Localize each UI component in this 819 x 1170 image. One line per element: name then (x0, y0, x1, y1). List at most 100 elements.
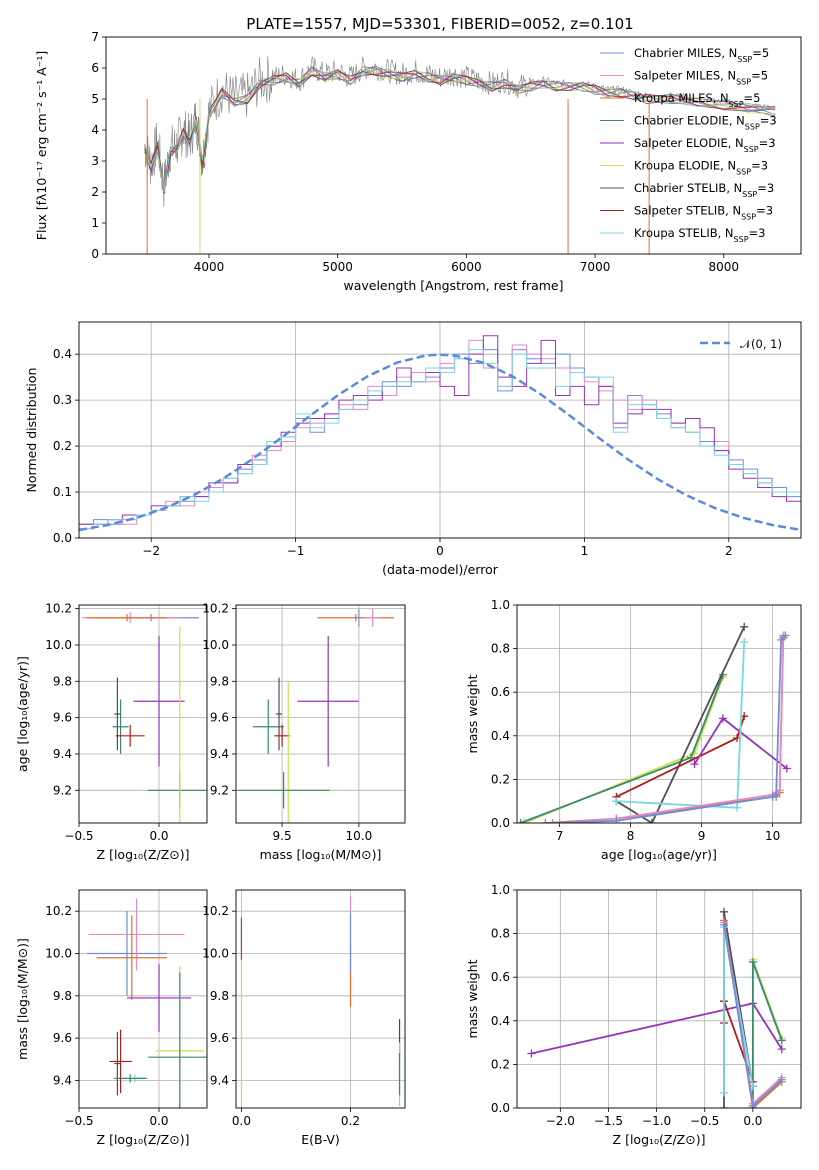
histogram-series (79, 349, 801, 538)
legend-subscript: SSP (729, 100, 744, 109)
weight-line (616, 715, 746, 798)
x-tick-label: 9 (698, 829, 706, 843)
axes-frame (105, 36, 802, 255)
y-tick-label: 0.2 (53, 439, 72, 453)
axes-frame (516, 889, 802, 1109)
y-tick-label: 10.0 (202, 946, 229, 960)
y-tick-label: 9.8 (53, 989, 72, 1003)
y-tick-label: 6 (91, 61, 99, 75)
point-marker (612, 816, 621, 823)
panel-mass-weight-vs-Z: −2.0 −1.5 −1.0 −0.5 0.0 0.0 0.2 0.4 0.6 0.8 1.0 Z [… (465, 883, 802, 1147)
y-tick-label: 0.8 (491, 642, 510, 656)
x-tick-label: 4000 (194, 260, 225, 274)
x-axis-label: age [log₁₀(age/yr)] (601, 847, 717, 862)
point-marker (517, 819, 525, 823)
legend-label: Salpeter STELIB, NSSP=3 (634, 204, 773, 222)
x-tick-label: −0.5 (64, 829, 93, 843)
legend-subscript: SSP (736, 167, 751, 176)
figure-title: PLATE=1557, MJD=53301, FIBERID=0052, z=0… (246, 15, 633, 33)
point-marker (777, 1045, 786, 1054)
legend-suffix: =3 (760, 114, 777, 128)
panel-mass-vs-EBV: 0.0 0.2 9.4 9.6 9.8 10.0 10.2 E(B-V) (202, 889, 406, 1147)
legend-subscript: SSP (734, 235, 749, 244)
y-tick-label: 0.2 (491, 772, 510, 786)
y-tick-label: 9.4 (53, 747, 72, 761)
legend-label: Chabrier ELODIE, NSSP=3 (634, 114, 777, 132)
plot-area (237, 608, 395, 823)
x-tick-label: 0.0 (149, 829, 168, 843)
y-tick-label: 0.6 (491, 685, 510, 699)
legend-subscript: SSP (742, 190, 757, 199)
x-tick-label: 7 (556, 829, 564, 843)
x-tick-label: −1.0 (642, 1114, 671, 1128)
y-tick-label: 1.0 (491, 598, 510, 612)
point-marker (748, 957, 757, 966)
y-tick-label: 4 (91, 123, 99, 137)
plot-area (79, 335, 801, 538)
x-tick-label: −2.0 (546, 1114, 575, 1128)
x-tick-label: −2 (142, 544, 160, 558)
axes-frame (78, 889, 208, 1109)
y-axis-label: mass weight (465, 674, 480, 753)
x-tick-label: −0.5 (64, 1114, 93, 1128)
panel-spectrum: 4000 5000 6000 7000 8000 0 1 2 3 4 5 6 7 wavelength [… (34, 30, 802, 293)
point-marker (777, 635, 786, 644)
x-tick-label: 10.0 (346, 829, 373, 843)
x-tick-label: 9.5 (273, 829, 292, 843)
y-tick-label: 7 (91, 30, 99, 44)
x-tick-label: 6000 (451, 260, 482, 274)
x-tick-label: −0.5 (690, 1114, 719, 1128)
x-tick-label: 8000 (709, 260, 740, 274)
y-tick-label: 2 (91, 185, 99, 199)
axes-frame (78, 604, 208, 824)
x-tick-label: 0.0 (232, 1114, 251, 1128)
model-spectrum-line (144, 69, 776, 192)
legend-suffix: =5 (744, 91, 761, 105)
point-marker (690, 760, 699, 769)
panel-age-vs-Z: −0.5 0.0 9.2 9.4 9.6 9.8 10.0 10.2 Z [log₁₀(Z/Z⊙… (15, 602, 208, 862)
y-tick-label: 1 (91, 216, 99, 230)
point-marker (782, 764, 791, 773)
weight-line (552, 634, 787, 823)
legend-label: Salpeter MILES, NSSP=5 (634, 69, 768, 87)
y-tick-label: 0.2 (491, 1057, 510, 1071)
legend-label: Salpeter ELODIE, NSSP=3 (634, 136, 776, 154)
point-marker (781, 631, 790, 640)
plot-area (240, 896, 401, 1108)
y-tick-label: 1.0 (491, 883, 510, 897)
point-marker (733, 803, 742, 812)
x-tick-label: −1.5 (594, 1114, 623, 1128)
y-tick-label: 9.8 (210, 989, 229, 1003)
y-tick-label: 9.6 (210, 1031, 229, 1045)
x-tick-label: 0.0 (743, 1114, 762, 1128)
point-marker (748, 1101, 757, 1108)
plot-area (527, 907, 786, 1108)
x-tick-label: 2 (725, 544, 733, 558)
legend-label: Chabrier STELIB, NSSP=3 (634, 181, 774, 199)
y-tick-label: 5 (91, 92, 99, 106)
legend-suffix: =3 (757, 181, 774, 195)
x-tick-label: 1 (581, 544, 589, 558)
y-axis-label: mass weight (465, 959, 480, 1038)
legend-subscript: SSP (745, 122, 760, 131)
normal-curve-line (79, 353, 801, 532)
y-tick-label: 0.0 (53, 531, 72, 545)
point-marker (719, 1088, 728, 1097)
x-tick-label: 5000 (322, 260, 353, 274)
y-tick-label: 10.2 (45, 904, 72, 918)
y-tick-label: 10.0 (202, 638, 229, 652)
y-tick-label: 3 (91, 154, 99, 168)
point-marker (612, 797, 621, 806)
legend-subscript: SSP (744, 145, 759, 154)
point-marker (555, 819, 564, 823)
legend-subscript: SSP (741, 212, 756, 221)
x-tick-label: −1 (287, 544, 305, 558)
point-marker (777, 1036, 786, 1045)
y-axis-label: Flux [fλ10⁻¹⁷ erg cm⁻² s⁻¹ A⁻¹] (34, 51, 49, 240)
y-tick-label: 9.2 (53, 783, 72, 797)
weight-line (615, 626, 746, 823)
legend-suffix: =3 (756, 204, 773, 218)
point-marker (541, 819, 550, 823)
x-tick-label: 0 (436, 544, 444, 558)
weight-line (559, 635, 785, 823)
